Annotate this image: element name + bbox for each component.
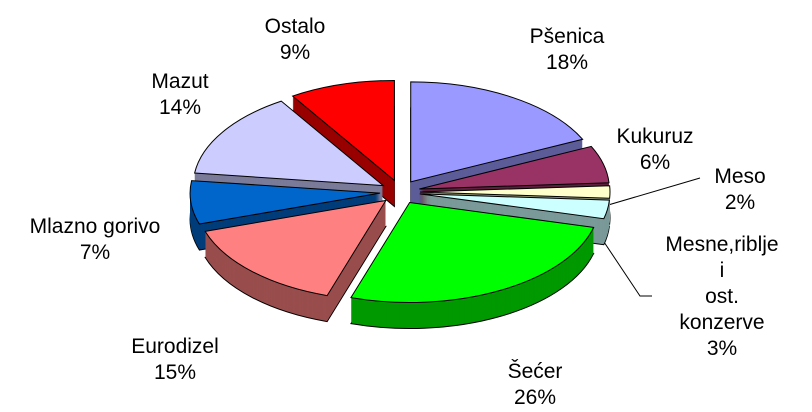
- value-label: 26%: [513, 386, 557, 409]
- slice: [204, 199, 387, 297]
- slice: [410, 81, 584, 183]
- slice-label: Eurodizel 15%: [131, 334, 219, 386]
- slice-label: Mazut 14%: [151, 69, 208, 121]
- slice: [350, 201, 595, 303]
- slice: [189, 180, 381, 225]
- value-label: 9%: [279, 41, 311, 64]
- value-label: 3%: [706, 337, 738, 360]
- slice: [291, 79, 395, 182]
- leader-line: [599, 235, 652, 297]
- category-label: Meso: [714, 165, 766, 188]
- value-label: 14%: [158, 96, 202, 119]
- value-label: 6%: [639, 151, 671, 174]
- slice-label: Šećer 26%: [508, 359, 563, 411]
- value-label: 18%: [545, 51, 589, 74]
- category-label: Eurodizel: [131, 335, 219, 358]
- leader-line: [597, 177, 701, 209]
- category-label: Mesne,riblje i ost. konzerve: [665, 233, 779, 334]
- slice-label: Mesne,riblje i ost. konzerve 3%: [665, 232, 778, 362]
- slice: [193, 100, 385, 187]
- slice-label: Kukuruz 6%: [616, 124, 693, 176]
- value-label: 2%: [724, 191, 756, 214]
- value-label: 15%: [153, 361, 197, 384]
- category-label: Ostalo: [264, 15, 326, 38]
- slice-label: Mlazno gorivo 7%: [30, 214, 161, 266]
- category-label: Mlazno gorivo: [29, 215, 161, 238]
- slice-label: Ostalo 9%: [265, 14, 326, 66]
- category-label: Mazut: [151, 70, 209, 93]
- slice: [419, 193, 610, 220]
- slice: [419, 145, 610, 190]
- slice: [419, 185, 611, 199]
- category-label: Pšenica: [529, 25, 605, 48]
- category-label: Kukuruz: [616, 125, 694, 148]
- slice-label: Meso 2%: [714, 164, 765, 216]
- value-label: 7%: [79, 241, 111, 264]
- category-label: Šećer: [507, 360, 563, 383]
- slice-label: Pšenica 18%: [530, 24, 605, 76]
